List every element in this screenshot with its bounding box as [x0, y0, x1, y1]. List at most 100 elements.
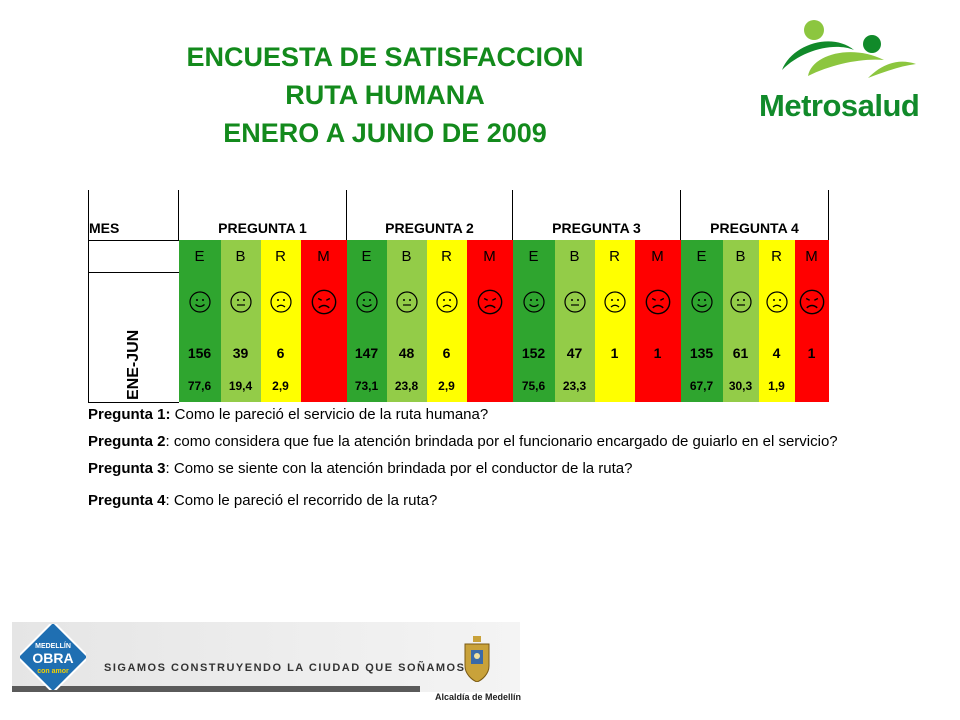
count-cell: 39: [220, 336, 261, 370]
rating-code-cell: E: [178, 240, 221, 272]
rating-code-cell: B: [554, 240, 595, 272]
period-label: ENE-JUN: [125, 329, 142, 400]
count-cell: 1: [634, 336, 681, 370]
badge-line-3: con amor: [37, 668, 69, 675]
page-title: ENCUESTA DE SATISFACCION RUTA HUMANA ENE…: [140, 38, 630, 152]
rating-code-cell: E: [680, 240, 723, 272]
question-1-header: PREGUNTA 1: [178, 190, 347, 240]
percent-cell: 77,6: [178, 370, 221, 402]
sad-face-icon: [435, 290, 458, 313]
face-row: ENE-JUN: [88, 272, 829, 403]
footer-slogan: SIGAMOS CONSTRUYENDO LA CIUDAD QUE SOÑAM…: [104, 662, 466, 674]
face-cell: [680, 272, 723, 336]
alcaldia-logo: Alcaldía de Medellín: [432, 636, 522, 706]
rating-code-cell: B: [722, 240, 759, 272]
question-2-header: PREGUNTA 2: [346, 190, 513, 240]
question-3-note: Pregunta 3: Como se siente con la atenci…: [88, 460, 633, 477]
count-cell: 156: [178, 336, 221, 370]
rating-code-cell: M: [466, 240, 513, 272]
rating-code-cell: R: [758, 240, 795, 272]
alcaldia-label: Alcaldía de Medellín: [434, 692, 522, 702]
percent-cell: 19,4: [220, 370, 261, 402]
percent-cell: [594, 370, 635, 402]
happy-face-icon: [522, 290, 545, 313]
angry-face-icon: [645, 289, 670, 314]
rating-code-cell: M: [634, 240, 681, 272]
percent-cell: 2,9: [426, 370, 467, 402]
neutral-face-icon: [729, 290, 752, 313]
face-cell: [634, 272, 681, 336]
percent-cell: [466, 370, 513, 402]
percent-cell: 23,8: [386, 370, 427, 402]
face-cell: [554, 272, 595, 336]
angry-face-icon: [799, 289, 824, 314]
face-cell: [386, 272, 427, 336]
face-cell: [260, 272, 301, 336]
percent-row: 77,6 19,4 2,9 73,1 23,8 2,9 75,6 23,3 67,7 30,3 1,…: [89, 370, 829, 402]
question-3-header: PREGUNTA 3: [512, 190, 681, 240]
face-cell: [300, 272, 347, 336]
count-cell: 1: [794, 336, 829, 370]
sad-face-icon: [765, 290, 788, 313]
sad-face-icon: [603, 290, 626, 313]
count-cell: [300, 336, 347, 370]
face-cell: [178, 272, 221, 336]
count-cell: 4: [758, 336, 795, 370]
footer-banner: MEDELLÍN OBRA con amor SIGAMOS CONSTRUYE…: [12, 622, 532, 712]
happy-face-icon: [188, 290, 211, 313]
rating-code-cell: R: [426, 240, 467, 272]
question-4-header: PREGUNTA 4: [680, 190, 829, 240]
title-line-2: RUTA HUMANA: [285, 80, 485, 110]
neutral-face-icon: [563, 290, 586, 313]
face-cell: [346, 272, 387, 336]
count-cell: 47: [554, 336, 595, 370]
face-cell: [594, 272, 635, 336]
percent-cell: [300, 370, 347, 402]
face-cell: [512, 272, 555, 336]
count-cell: 1: [594, 336, 635, 370]
percent-cell: 30,3: [722, 370, 759, 402]
question-notes: Pregunta 1: Como le pareció el servicio …: [88, 404, 908, 517]
count-cell: 48: [386, 336, 427, 370]
coat-of-arms-icon: [464, 636, 490, 682]
metrosalud-wordmark: Metrosalud: [759, 88, 920, 123]
rating-code-cell: B: [220, 240, 261, 272]
percent-cell: 75,6: [512, 370, 555, 402]
count-cell: 6: [426, 336, 467, 370]
percent-cell: 67,7: [680, 370, 723, 402]
rating-code-cell: M: [300, 240, 347, 272]
code-row-label: [88, 239, 179, 273]
metrosalud-logo: Metrosalud: [752, 14, 934, 124]
count-cell: 61: [722, 336, 759, 370]
period-cell: ENE-JUN: [88, 272, 179, 403]
angry-face-icon: [311, 289, 336, 314]
survey-table: MES PREGUNTA 1 PREGUNTA 2 PREGUNTA 3 PRE…: [88, 190, 829, 403]
face-cell: [426, 272, 467, 336]
footer-background: [12, 622, 520, 692]
count-row: 156 39 6 147 48 6 152 47 1 1 135 61 4 1: [89, 336, 829, 370]
face-cell: [466, 272, 513, 336]
count-cell: [466, 336, 513, 370]
face-cell: [722, 272, 759, 336]
rating-code-cell: M: [794, 240, 829, 272]
count-cell: 135: [680, 336, 723, 370]
angry-face-icon: [477, 289, 502, 314]
title-line-3: ENERO A JUNIO DE 2009: [223, 118, 547, 148]
footer-divider: [12, 686, 420, 692]
rating-code-cell: B: [386, 240, 427, 272]
count-cell: 6: [260, 336, 301, 370]
table-header-row: MES PREGUNTA 1 PREGUNTA 2 PREGUNTA 3 PRE…: [88, 190, 829, 241]
rating-code-cell: E: [346, 240, 387, 272]
rating-code-cell: R: [260, 240, 301, 272]
face-cell: [758, 272, 795, 336]
medellin-obra-badge: MEDELLÍN OBRA con amor: [20, 624, 86, 690]
question-2-note: Pregunta 2: como considera que fue la at…: [88, 433, 838, 450]
happy-face-icon: [690, 290, 713, 313]
badge-line-2: OBRA: [32, 650, 73, 666]
badge-line-1: MEDELLÍN: [35, 641, 71, 650]
percent-cell: 1,9: [758, 370, 795, 402]
face-cell: [794, 272, 829, 336]
rating-code-cell: R: [594, 240, 635, 272]
count-cell: 152: [512, 336, 555, 370]
